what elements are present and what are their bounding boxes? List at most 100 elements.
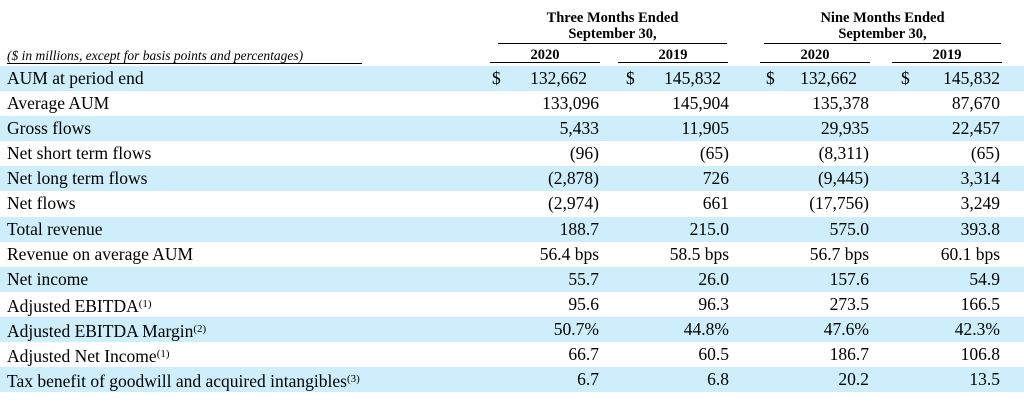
year-header-2019-ytd: 2019 [892, 48, 1002, 63]
table-cell: 273.5 [829, 293, 869, 314]
header-rule [764, 43, 1001, 44]
currency-symbol: $ [766, 68, 775, 88]
nine-months-header-line2: September 30, [838, 26, 927, 42]
row-label-text: Adjusted Net Income [7, 346, 157, 367]
table-cell: 3,314 [960, 168, 1000, 189]
header-rule [498, 43, 727, 44]
year-header-2020-q: 2020 [490, 48, 600, 63]
three-months-header-line1: Three Months Ended [546, 10, 679, 26]
footnote-marker: (3) [346, 373, 360, 386]
table-row: Adjusted EBITDA(1) 95.6 96.3 273.5 166.5 [0, 292, 1024, 317]
table-cell: 132,662 [530, 68, 587, 88]
row-label-text: Revenue on average AUM [7, 243, 194, 264]
table-cell: 575.0 [829, 218, 869, 239]
currency-symbol: $ [492, 68, 501, 88]
table-row: Adjusted Net Income(1) 66.7 60.5 186.7 106.8 [0, 342, 1024, 367]
table-row: Total revenue 188.7 215.0 575.0 393.8 [0, 216, 1024, 242]
table-cell: 166.5 [960, 293, 1000, 314]
table-cell: 55.7 [568, 268, 599, 289]
row-label: Net long term flows [7, 166, 147, 191]
table-cell: 60.5 [698, 344, 729, 365]
footnote-marker: (2) [193, 322, 207, 335]
currency-symbol: $ [626, 68, 635, 88]
row-label: Adjusted Net Income(1) [7, 342, 170, 369]
row-label-text: Average AUM [7, 93, 110, 114]
table-cell: 106.8 [960, 344, 1000, 365]
table-cell: 54.9 [969, 268, 1000, 289]
table-cell: 56.4 bps [539, 243, 599, 264]
table-cell: 133,096 [542, 93, 599, 114]
table-cell: 5,433 [559, 118, 599, 139]
table-cell: (9,445) [817, 168, 869, 189]
table-row: Adjusted EBITDA Margin(2) 50.7% 44.8% 47.6%… [0, 316, 1024, 344]
row-label: AUM at period end [7, 66, 144, 91]
table-cell: 95.6 [568, 293, 599, 314]
table-row: Net flows (2,974) 661 (17,756) 3,249 [0, 191, 1024, 216]
table-cell: 56.7 bps [809, 243, 869, 264]
row-label-text: Net short term flows [7, 143, 152, 164]
table-cell: 11,905 [681, 118, 729, 139]
table-cell: 66.7 [568, 344, 599, 365]
year-header-2020-ytd: 2020 [760, 48, 870, 63]
row-label-text: Net long term flows [7, 168, 148, 189]
row-label-text: AUM at period end [7, 68, 144, 88]
table-cell: 96.3 [698, 293, 729, 314]
table-cell: 661 [702, 193, 729, 214]
row-label-text: Gross flows [7, 118, 92, 139]
row-label: Total revenue [7, 217, 102, 242]
table-cell: 145,832 [943, 68, 1000, 88]
financial-table: AUM at period end $ $ $ $132,662 145,832 132,6… [0, 66, 1024, 394]
row-label: Average AUM [7, 91, 109, 116]
table-row: Net income 55.7 26.0 157.6 54.9 [0, 266, 1024, 292]
table-cell: 132,662 [800, 68, 857, 88]
row-label-text: Net income [7, 268, 89, 289]
currency-symbol: $ [901, 68, 910, 88]
table-cell: 26.0 [698, 268, 729, 289]
table-cell: 215.0 [689, 218, 729, 239]
row-label-text: Net flows [7, 193, 76, 214]
table-row: Net long term flows (2,878) 726 (9,445) 3,31… [0, 166, 1024, 192]
table-cell: 58.5 bps [669, 243, 729, 264]
footnote-marker: (1) [138, 297, 152, 310]
table-cell: 135,378 [812, 93, 869, 114]
table-cell: 145,832 [664, 68, 721, 88]
table-row: Average AUM 133,096 145,904 135,378 87,670 [0, 91, 1024, 116]
table-cell: (65) [970, 143, 1000, 164]
row-label-text: Adjusted EBITDA Margin [7, 320, 194, 341]
table-cell: (2,974) [547, 193, 599, 214]
row-label: Revenue on average AUM [7, 242, 193, 267]
table-cell: 188.7 [559, 218, 599, 239]
row-label: Net short term flows [7, 141, 151, 166]
table-caption: ($ in millions, except for basis points … [7, 49, 362, 64]
table-cell: 6.8 [707, 369, 729, 390]
table-cell: 60.1 bps [940, 243, 1000, 264]
row-label: Adjusted EBITDA Margin(2) [7, 317, 206, 344]
table-cell: 145,904 [672, 93, 729, 114]
table-cell: (96) [569, 143, 599, 164]
table-cell: 157.6 [829, 268, 869, 289]
table-cell: (17,756) [809, 193, 869, 214]
table-row: AUM at period end $ $ $ $132,662 145,832 132,6… [0, 66, 1024, 92]
three-months-header-line2: September 30, [568, 26, 657, 42]
table-cell: (65) [699, 143, 729, 164]
row-label: Tax benefit of goodwill and acquired int… [7, 367, 360, 394]
row-label-text: Tax benefit of goodwill and acquired int… [7, 371, 347, 392]
table-cell: 29,935 [820, 118, 869, 139]
table-cell: 726 [702, 168, 729, 189]
table-row: Tax benefit of goodwill and acquired int… [0, 367, 1024, 394]
table-cell: 6.7 [577, 369, 599, 390]
three-months-header: Three Months Ended September 30, [490, 10, 735, 44]
table-cell: 44.8% [683, 318, 729, 339]
table-cell: 393.8 [960, 218, 1000, 239]
table-cell: (2,878) [547, 168, 599, 189]
footnote-marker: (1) [156, 348, 170, 361]
table-cell: 22,457 [951, 118, 1000, 139]
table-cell: (8,311) [818, 143, 869, 164]
table-cell: 20.2 [838, 369, 869, 390]
table-cell: 186.7 [829, 344, 869, 365]
year-header-2019-q: 2019 [618, 48, 728, 63]
row-label: Adjusted EBITDA(1) [7, 292, 152, 319]
row-label-text: Total revenue [7, 218, 103, 239]
table-cell: 13.5 [969, 369, 1000, 390]
nine-months-header: Nine Months Ended September 30, [760, 10, 1005, 44]
